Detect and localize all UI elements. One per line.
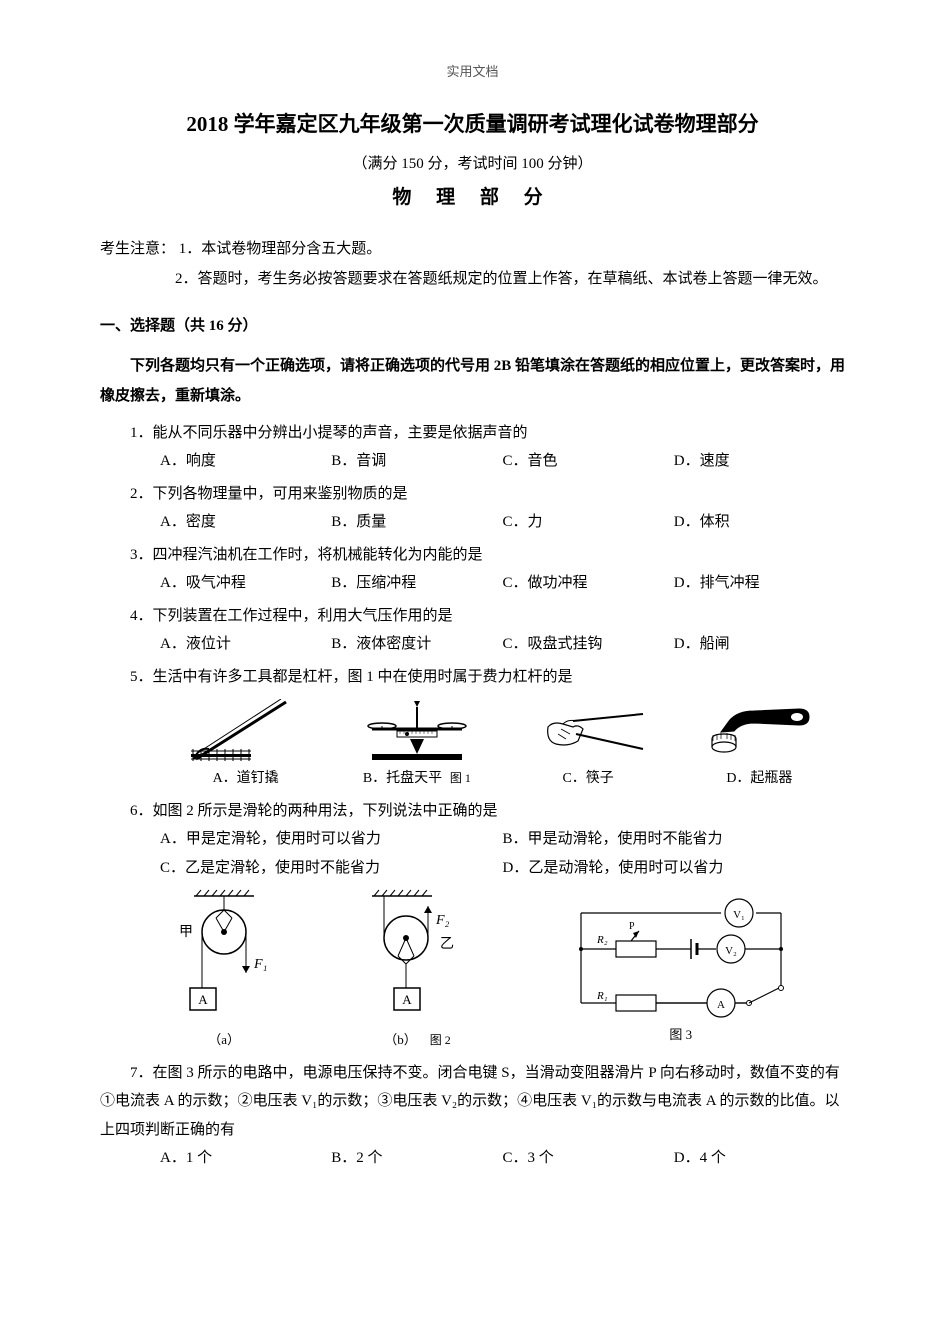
q7-stem: 7．在图 3 所示的电路中，电源电压保持不变。闭合电键 S，当滑动变阻器滑片 P… — [100, 1059, 845, 1145]
q7-caption: 图 3 — [561, 1023, 801, 1048]
q6-option-b: B．甲是动滑轮，使用时不能省力 — [503, 825, 846, 854]
exam-subtitle: （满分 150 分，考试时间 100 分钟） — [100, 150, 845, 179]
section-1-instruction: 下列各题均只有一个正确选项，请将正确选项的代号用 2B 铅笔填涂在答题纸的相应位… — [100, 351, 845, 411]
q7-p-label: P — [629, 921, 635, 932]
q1-option-c: C．音色 — [503, 447, 674, 476]
question-6: 6．如图 2 所示是滑轮的两种用法，下列说法中正确的是 A．甲是定滑轮，使用时可… — [100, 797, 845, 883]
q4-option-c: C．吸盘式挂钩 — [503, 630, 674, 659]
question-1: 1．能从不同乐器中分辨出小提琴的声音，主要是依据声音的 A．响度 B．音调 C．… — [100, 419, 845, 476]
header-label: 实用文档 — [100, 60, 845, 85]
question-4: 4．下列装置在工作过程中，利用大气压作用的是 A．液位计 B．液体密度计 C．吸… — [100, 602, 845, 659]
q6-fig-a: A F₁ 甲 （a） — [174, 888, 274, 1053]
fixed-pulley-icon: A F₁ 甲 — [174, 888, 274, 1028]
q1-option-a: A．响度 — [160, 447, 331, 476]
q7-r2-label: R₂ — [596, 934, 608, 946]
q4-stem: 4．下列装置在工作过程中，利用大气压作用的是 — [130, 602, 845, 631]
q3-option-b: B．压缩冲程 — [331, 569, 502, 598]
q7-v2-label: V₂ — [725, 945, 737, 957]
q3-option-d: D．排气冲程 — [674, 569, 845, 598]
q2-option-d: D．体积 — [674, 508, 845, 537]
q5-label-d: D．起瓶器 — [674, 766, 845, 793]
q6-f2-label: F₂ — [435, 913, 450, 928]
q7-option-d: D．4 个 — [674, 1144, 845, 1173]
q5-caption: 图 1 — [450, 771, 471, 785]
chopsticks-icon — [528, 699, 648, 764]
q7-r1-label: R₁ — [596, 990, 608, 1002]
q6-box-a-label: A — [198, 992, 208, 1007]
q6-jia-label: 甲 — [179, 925, 193, 940]
q7-option-c: C．3 个 — [503, 1144, 674, 1173]
q5-label-b: B．托盘天平 — [363, 766, 442, 793]
q7-v1-label: V₁ — [733, 909, 745, 921]
q6-option-c: C．乙是定滑轮，使用时不能省力 — [160, 854, 503, 883]
question-7: 7．在图 3 所示的电路中，电源电压保持不变。闭合电键 S，当滑动变阻器滑片 P… — [100, 1059, 845, 1173]
q5-fig-a: A．道钉撬 — [160, 699, 331, 793]
notice-line-2: 2．答题时，考生务必按答题要求在答题纸规定的位置上作答，在草稿纸、本试卷上答题一… — [100, 264, 845, 294]
q7-options: A．1 个 B．2 个 C．3 个 D．4 个 — [100, 1144, 845, 1173]
q7-a-label: A — [717, 999, 725, 1011]
q5-fig-c: C．筷子 — [503, 699, 674, 793]
bottle-opener-icon — [699, 699, 819, 764]
q6-fig-b: A F₂ 乙 （b） 图 2 — [362, 888, 472, 1053]
q3-option-a: A．吸气冲程 — [160, 569, 331, 598]
notice-line-1: 考生注意： 1．本试卷物理部分含五大题。 — [100, 234, 845, 264]
q3-options: A．吸气冲程 B．压缩冲程 C．做功冲程 D．排气冲程 — [130, 569, 845, 598]
section-1-header: 一、选择题（共 16 分） — [100, 312, 845, 341]
q6-sub-b: （b） — [384, 1032, 417, 1047]
q6-f1-label: F₁ — [253, 957, 267, 972]
q2-option-b: B．质量 — [331, 508, 502, 537]
circuit-diagram-icon: V₁ P R₂ V₂ R₁ A — [561, 893, 801, 1023]
q6-stem: 6．如图 2 所示是滑轮的两种用法，下列说法中正确的是 — [130, 797, 845, 826]
q2-options: A．密度 B．质量 C．力 D．体积 — [130, 508, 845, 537]
crowbar-icon — [191, 699, 301, 764]
q6-option-d: D．乙是动滑轮，使用时可以省力 — [503, 854, 846, 883]
notice-item-1: 1．本试卷物理部分含五大题。 — [179, 241, 382, 257]
notice-block: 考生注意： 1．本试卷物理部分含五大题。 2．答题时，考生务必按答题要求在答题纸… — [100, 234, 845, 294]
q3-option-c: C．做功冲程 — [503, 569, 674, 598]
q5-fig-b: B．托盘天平 图 1 — [331, 699, 502, 793]
section-title: 物 理 部 分 — [100, 180, 845, 216]
q5-fig-d: D．起瓶器 — [674, 699, 845, 793]
question-3: 3．四冲程汽油机在工作时，将机械能转化为内能的是 A．吸气冲程 B．压缩冲程 C… — [100, 541, 845, 598]
q1-option-d: D．速度 — [674, 447, 845, 476]
q4-option-b: B．液体密度计 — [331, 630, 502, 659]
q6-options: A．甲是定滑轮，使用时可以省力 B．甲是动滑轮，使用时不能省力 C．乙是定滑轮，… — [130, 825, 845, 882]
q1-stem: 1．能从不同乐器中分辨出小提琴的声音，主要是依据声音的 — [130, 419, 845, 448]
q4-option-a: A．液位计 — [160, 630, 331, 659]
q2-option-a: A．密度 — [160, 508, 331, 537]
q7-option-a: A．1 个 — [160, 1144, 331, 1173]
balance-icon — [352, 699, 482, 764]
q3-stem: 3．四冲程汽油机在工作时，将机械能转化为内能的是 — [130, 541, 845, 570]
notice-prefix: 考生注意： — [100, 241, 175, 257]
q2-option-c: C．力 — [503, 508, 674, 537]
q6-option-a: A．甲是定滑轮，使用时可以省力 — [160, 825, 503, 854]
exam-title: 2018 学年嘉定区九年级第一次质量调研考试理化试卷物理部分 — [100, 105, 845, 145]
question-2: 2．下列各物理量中，可用来鉴别物质的是 A．密度 B．质量 C．力 D．体积 — [100, 480, 845, 537]
q6-caption: 图 2 — [430, 1033, 451, 1047]
q5-label-a: A．道钉撬 — [160, 766, 331, 793]
q7-option-b: B．2 个 — [331, 1144, 502, 1173]
q7-fig: V₁ P R₂ V₂ R₁ A — [561, 893, 801, 1048]
question-5: 5．生活中有许多工具都是杠杆，图 1 中在使用时属于费力杠杆的是 A．道钉撬 — [100, 663, 845, 793]
q6-yi-label: 乙 — [440, 936, 454, 952]
q1-option-b: B．音调 — [331, 447, 502, 476]
q6-q7-figures: A F₁ 甲 （a） A F₂ 乙 — [130, 888, 845, 1053]
q2-stem: 2．下列各物理量中，可用来鉴别物质的是 — [130, 480, 845, 509]
movable-pulley-icon: A F₂ 乙 — [362, 888, 472, 1028]
q1-options: A．响度 B．音调 C．音色 D．速度 — [130, 447, 845, 476]
q6-sub-a: （a） — [174, 1028, 274, 1053]
q4-option-d: D．船闸 — [674, 630, 845, 659]
q5-stem: 5．生活中有许多工具都是杠杆，图 1 中在使用时属于费力杠杆的是 — [130, 663, 845, 692]
q6-box-b-label: A — [403, 992, 413, 1007]
q4-options: A．液位计 B．液体密度计 C．吸盘式挂钩 D．船闸 — [130, 630, 845, 659]
q5-figures: A．道钉撬 — [130, 699, 845, 793]
q5-label-c: C．筷子 — [503, 766, 674, 793]
